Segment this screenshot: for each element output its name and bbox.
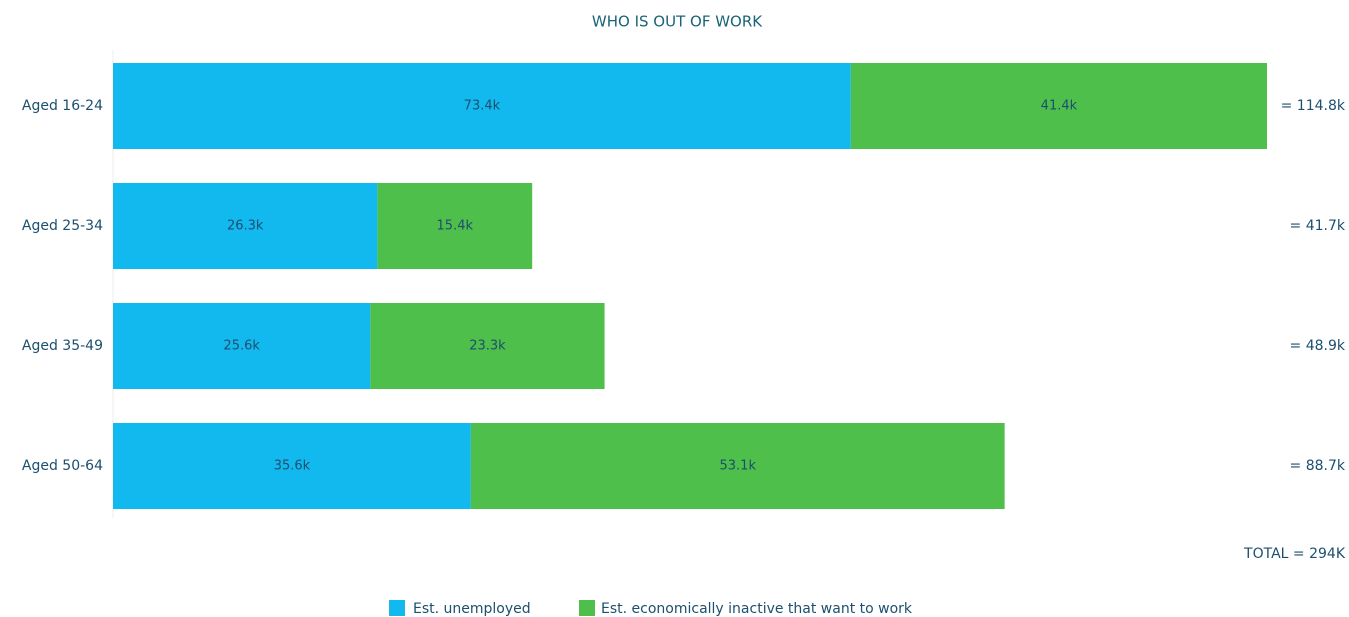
value-label: 35.6k xyxy=(274,459,311,474)
bar-segment xyxy=(470,423,1005,509)
row-total: = 41.7k xyxy=(1290,218,1346,234)
y-tick-label: Aged 35-49 xyxy=(22,338,103,354)
bar-segment xyxy=(113,423,471,509)
value-label: 53.1k xyxy=(720,459,757,474)
legend-swatch xyxy=(579,600,595,616)
chart-title: WHO IS OUT OF WORK xyxy=(592,13,763,31)
bar-segment xyxy=(113,183,378,269)
bar-segment xyxy=(113,63,851,149)
row-total: = 48.9k xyxy=(1290,338,1346,354)
value-label: 73.4k xyxy=(464,99,501,114)
value-label: 23.3k xyxy=(469,339,506,354)
value-label: 25.6k xyxy=(223,339,260,354)
value-label: 41.4k xyxy=(1041,99,1078,114)
bar-segment xyxy=(113,303,371,389)
y-tick-label: Aged 50-64 xyxy=(22,458,103,474)
row-total: = 88.7k xyxy=(1290,458,1346,474)
legend-swatch xyxy=(389,600,405,616)
y-tick-label: Aged 16-24 xyxy=(22,98,103,114)
legend-label: Est. unemployed xyxy=(413,601,531,617)
bar-segment xyxy=(377,183,533,269)
total-label: TOTAL = 294K xyxy=(1243,546,1346,562)
bar-segment xyxy=(850,63,1267,149)
y-tick-label: Aged 25-34 xyxy=(22,218,103,234)
legend-label: Est. economically inactive that want to … xyxy=(601,601,913,617)
bar-segment xyxy=(370,303,605,389)
row-total: = 114.8k xyxy=(1281,98,1346,114)
value-label: 26.3k xyxy=(227,219,264,234)
value-label: 15.4k xyxy=(437,219,474,234)
